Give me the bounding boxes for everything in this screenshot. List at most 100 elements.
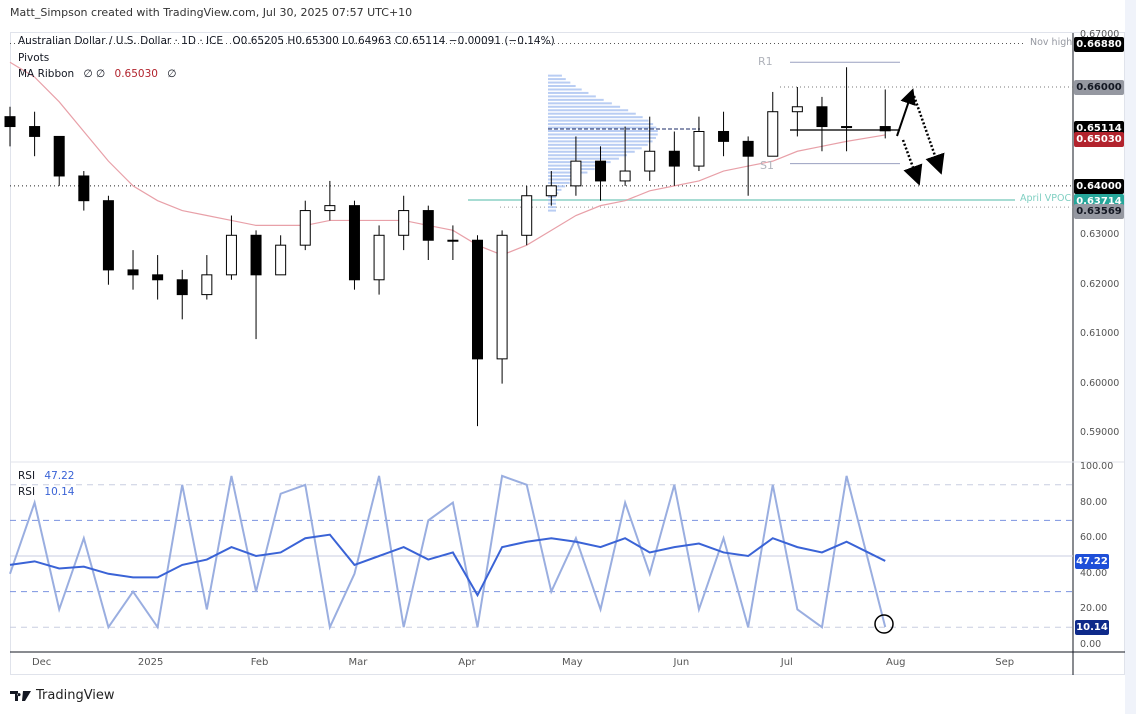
volume-profile-bar: [548, 130, 658, 133]
volume-profile-bar: [548, 123, 654, 126]
candle-body: [841, 126, 853, 129]
time-axis-label: Sep: [995, 657, 1015, 668]
candle-body: [127, 269, 139, 276]
volume-profile-bar: [548, 88, 582, 91]
rsi-tick: 20.00: [1080, 603, 1108, 615]
candle-body: [595, 160, 607, 182]
volume-profile-bar: [548, 209, 556, 212]
ma-ribbon-line: [9, 61, 886, 256]
rsi2-badge: 10.14: [1075, 619, 1109, 635]
candle-body: [422, 210, 434, 241]
volume-profile-bar: [548, 143, 648, 146]
volume-profile-bar: [548, 154, 628, 157]
volume-profile-bar: [548, 116, 643, 119]
candle-body: [78, 175, 90, 202]
candle-body: [4, 116, 16, 128]
volume-profile-bar: [548, 157, 619, 160]
price-tick: 0.60000: [1080, 377, 1120, 389]
volume-profile-bar: [548, 136, 656, 139]
candle-body: [879, 126, 891, 132]
rsi2-value: 10.14: [44, 486, 75, 498]
volume-profile-bar: [548, 95, 596, 98]
time-axis-label: Mar: [348, 657, 368, 668]
volume-profile-bar: [548, 119, 649, 122]
candle-body: [29, 126, 41, 137]
time-axis-label: Apr: [458, 657, 476, 668]
rsi1-value: 47.22: [44, 470, 75, 482]
volume-profile-bar: [548, 102, 612, 105]
candle-body: [644, 150, 656, 172]
rsi1-legend[interactable]: RSI 47.22: [18, 470, 80, 482]
candle-body: [742, 140, 754, 157]
ma-tail: ∅: [167, 68, 177, 80]
volume-profile-bar: [548, 147, 642, 150]
rsi-tick: 80.00: [1080, 496, 1108, 508]
candle-body: [718, 130, 730, 142]
rsi2-label: RSI: [18, 486, 36, 498]
down-arrow-2: [901, 139, 923, 186]
candle-body: [496, 234, 508, 360]
volume-profile-bar: [548, 105, 621, 108]
candle-body: [767, 111, 779, 157]
candle-body: [299, 210, 311, 246]
tradingview-logo[interactable]: TradingView: [10, 688, 115, 703]
candle-body: [250, 234, 262, 276]
pivots-legend[interactable]: Pivots: [18, 52, 50, 64]
candle-body: [619, 170, 631, 182]
time-axis-label: 2025: [137, 657, 164, 668]
rsi-tick: 0.00: [1080, 639, 1102, 650]
volume-profile-bar: [548, 195, 556, 198]
volume-profile-bar: [548, 81, 571, 84]
candle-body: [471, 239, 483, 360]
candle-body: [668, 150, 680, 167]
brand-name: TradingView: [36, 688, 115, 703]
symbol-name[interactable]: Australian Dollar / U.S. Dollar · 1D · I…: [18, 35, 224, 47]
volume-profile-bar: [548, 74, 562, 77]
candle-body: [447, 239, 459, 242]
rsi14-badge: 47.22: [1075, 553, 1109, 569]
candle-body: [348, 205, 360, 281]
volume-profile-bar: [548, 78, 566, 81]
candle-body: [791, 106, 803, 113]
r1-label: R1: [758, 55, 773, 68]
price-tick: 0.62000: [1080, 278, 1120, 290]
volume-profile-bar: [548, 91, 589, 94]
volume-profile-bar: [548, 178, 575, 181]
candle-body: [521, 195, 533, 236]
price-badge: 0.66880: [1074, 36, 1124, 52]
price-badge: 0.64000: [1074, 178, 1124, 194]
time-axis-label: Aug: [886, 657, 906, 668]
candle-body: [201, 274, 213, 296]
volume-profile-bar: [548, 174, 581, 177]
ma-value: 0.65030: [114, 68, 158, 80]
volume-profile-bar: [548, 199, 556, 202]
right-strip: [1125, 0, 1136, 714]
volume-profile-bar: [548, 109, 629, 112]
time-axis-label: Jul: [780, 657, 793, 668]
rsi14-line: [9, 533, 886, 598]
time-axis-label: May: [562, 657, 583, 668]
ma-label: MA Ribbon: [18, 68, 75, 80]
ma-ribbon-legend[interactable]: MA Ribbon ∅ ∅ 0.65030 ∅: [18, 68, 182, 80]
volume-profile-bar: [548, 133, 658, 136]
candle-body: [152, 274, 164, 281]
volume-profile-bar: [548, 85, 576, 88]
price-tick: 0.67000: [1080, 29, 1120, 41]
nov-high-label: Nov high: [1030, 37, 1073, 48]
volume-profile-bar: [548, 98, 604, 101]
rsi1-label: RSI: [18, 470, 36, 482]
up-arrow: [896, 88, 916, 137]
s1-label: S1: [760, 159, 774, 172]
ohlc-values: O0.65205 H0.65300 L0.64963 C0.65114 −0.0…: [232, 35, 555, 47]
volume-profile-bar: [548, 140, 653, 143]
price-tick: 0.63000: [1080, 229, 1120, 241]
rsi2-legend[interactable]: RSI 10.14: [18, 486, 80, 498]
chart-frame: [10, 32, 1125, 675]
volume-profile-bar: [548, 202, 556, 205]
credit-line: Matt_Simpson created with TradingView.co…: [10, 6, 413, 19]
price-badge: 0.63569: [1074, 204, 1124, 220]
april-vpoc-label: April VPOC: [1020, 193, 1072, 204]
rsi-tick: 60.00: [1080, 532, 1108, 544]
price-tick: 0.61000: [1080, 328, 1120, 340]
